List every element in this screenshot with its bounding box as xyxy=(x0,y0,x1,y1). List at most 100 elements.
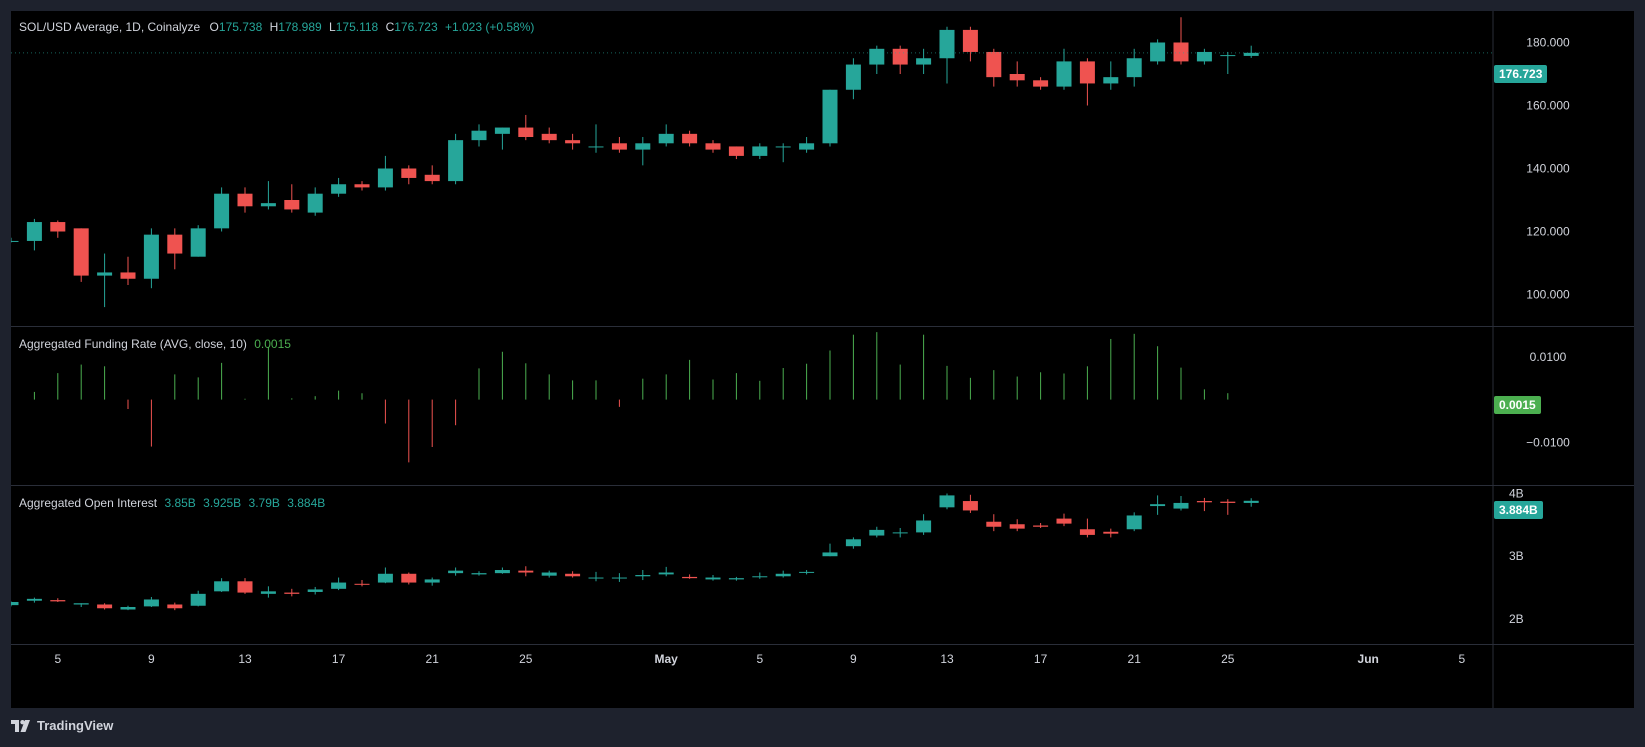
oi-candle xyxy=(237,581,253,593)
time-axis-tick: 13 xyxy=(940,652,954,666)
price-legend: SOL/USD Average, 1D, Coinalyze O175.738 … xyxy=(19,20,534,34)
oi-candle xyxy=(284,592,300,594)
price-candle xyxy=(1173,42,1189,62)
oi-candle xyxy=(822,552,838,557)
oi-candle xyxy=(1126,515,1142,530)
oi-candle xyxy=(588,577,604,579)
price-candle xyxy=(1126,58,1142,78)
oi-axis-tick: 3B xyxy=(1509,549,1524,563)
price-candle xyxy=(565,140,581,144)
oi-candle xyxy=(986,521,1002,527)
oi-candle xyxy=(401,573,417,583)
oi-candle xyxy=(1033,525,1049,527)
price-candle xyxy=(354,184,370,188)
price-candle xyxy=(401,168,417,178)
time-axis-tick: 17 xyxy=(1034,652,1048,666)
price-candle xyxy=(541,133,557,141)
price-candle xyxy=(588,146,604,148)
oi-candle xyxy=(728,578,744,580)
oi-candle xyxy=(1009,524,1025,529)
price-candle xyxy=(1196,51,1212,62)
oi-candle xyxy=(1243,500,1259,503)
time-axis-tick: 25 xyxy=(1221,652,1235,666)
oi-candle xyxy=(50,600,66,602)
price-candle xyxy=(611,143,627,150)
price-candle xyxy=(869,48,885,65)
oi-legend: Aggregated Open Interest 3.85B 3.925B 3.… xyxy=(19,496,325,510)
chart-area[interactable]: 100.000 120.000 140.000 160.000 180.000 0.010… xyxy=(11,11,1634,708)
oi-candle xyxy=(635,575,651,577)
oi-candle xyxy=(1173,502,1189,509)
close-value: 176.723 xyxy=(394,20,438,34)
oi-candle xyxy=(541,572,557,576)
time-axis-tick: 13 xyxy=(238,652,252,666)
oi-candle xyxy=(799,571,815,573)
time-axis-tick: 5 xyxy=(1458,652,1465,666)
oi-candle xyxy=(73,603,89,605)
oi-candle xyxy=(190,593,206,606)
oi-low: 3.79B xyxy=(248,496,280,510)
oi-candle xyxy=(892,532,908,534)
price-candle xyxy=(97,272,113,276)
oi-close: 3.884B xyxy=(287,496,326,510)
oi-candle xyxy=(658,572,674,575)
price-candle xyxy=(471,130,487,141)
price-candle xyxy=(705,143,721,150)
price-candle xyxy=(1220,55,1236,57)
oi-candle xyxy=(1103,531,1119,534)
price-candle xyxy=(424,174,440,182)
price-candle xyxy=(307,193,323,213)
oi-candle xyxy=(775,573,791,577)
price-candle xyxy=(775,146,791,148)
funding-last-tag: 0.0015 xyxy=(1494,396,1541,414)
price-last-tag: 176.723 xyxy=(1494,65,1548,83)
price-candle xyxy=(682,133,698,144)
time-axis-tick: 25 xyxy=(519,652,533,666)
price-candle xyxy=(916,58,932,65)
oi-candle xyxy=(682,576,698,579)
price-candle xyxy=(1033,80,1049,87)
price-candle xyxy=(752,146,768,156)
time-axis-tick: 17 xyxy=(332,652,346,666)
oi-candle xyxy=(962,501,978,511)
brand-name: TradingView xyxy=(37,718,114,733)
oi-candle xyxy=(1079,529,1095,535)
price-candle xyxy=(190,228,206,257)
tradingview-logo[interactable]: TradingView xyxy=(11,718,113,733)
price-candle xyxy=(143,234,159,279)
price-axis-tick: 160.000 xyxy=(1526,99,1570,113)
price-candle xyxy=(892,48,908,65)
oi-candle xyxy=(307,589,323,592)
symbol-title: SOL/USD Average, 1D, Coinalyze xyxy=(19,20,201,34)
price-candle xyxy=(845,64,861,90)
chart-canvas[interactable]: 100.000 120.000 140.000 160.000 180.000 0.010… xyxy=(11,11,1634,708)
price-candle xyxy=(494,127,510,134)
oi-candle xyxy=(448,570,464,574)
oi-high: 3.925B xyxy=(203,496,242,510)
time-axis-tick: 9 xyxy=(850,652,857,666)
funding-axis-tick: −0.0100 xyxy=(1526,435,1570,449)
price-candle xyxy=(658,133,674,144)
price-candle xyxy=(11,240,19,242)
price-candle xyxy=(448,140,464,182)
change-value: +1.023 (+0.58%) xyxy=(444,20,535,34)
oi-candle xyxy=(1220,501,1236,503)
price-candle xyxy=(120,272,136,279)
price-candle xyxy=(799,143,815,150)
price-candle xyxy=(167,234,183,254)
price-candle xyxy=(331,184,347,194)
price-candle xyxy=(1056,61,1072,87)
price-candle xyxy=(260,203,276,207)
price-candle xyxy=(73,228,89,276)
oi-candle xyxy=(565,573,581,577)
price-candle xyxy=(377,168,393,188)
oi-candle xyxy=(471,573,487,575)
oi-open: 3.85B xyxy=(164,496,196,510)
oi-candle xyxy=(1150,504,1166,507)
price-candle xyxy=(518,127,534,137)
price-candle xyxy=(214,193,230,229)
oi-axis-tick: 2B xyxy=(1509,612,1524,626)
price-candle xyxy=(26,222,42,241)
oi-candle xyxy=(377,573,393,583)
price-candle xyxy=(237,193,253,207)
